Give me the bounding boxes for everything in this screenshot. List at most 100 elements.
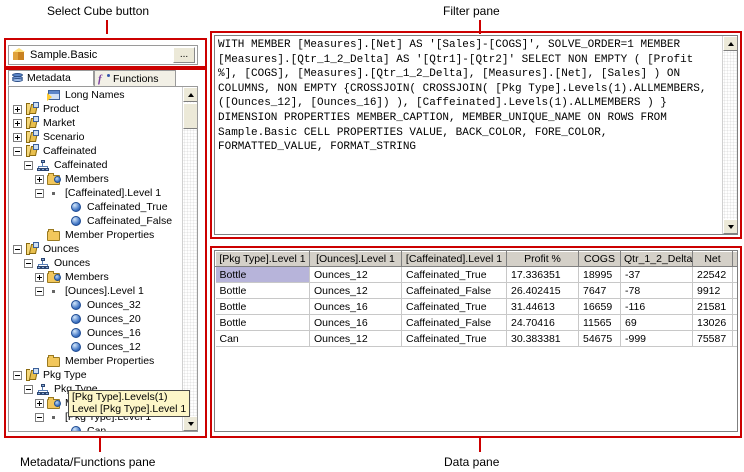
tree-node[interactable]: Scenario bbox=[9, 129, 181, 144]
table-cell[interactable]: Bottle bbox=[215, 314, 310, 331]
table-cell[interactable]: Can bbox=[215, 330, 310, 347]
table-cell[interactable]: 31.44613 bbox=[506, 298, 579, 315]
scroll-up-button[interactable] bbox=[183, 87, 197, 102]
table-cell[interactable]: Ounces_16 bbox=[309, 298, 402, 315]
tree-node[interactable]: Caffeinated bbox=[9, 158, 181, 172]
tree-node[interactable]: Pkg Type bbox=[9, 367, 181, 382]
table-cell[interactable]: Caffeinated_True bbox=[401, 330, 507, 347]
table-cell[interactable]: 30.383381 bbox=[506, 330, 579, 347]
tree-node[interactable]: Caffeinated bbox=[9, 143, 181, 158]
column-header[interactable]: Profit % bbox=[506, 251, 579, 267]
table-cell[interactable]: 54675 bbox=[578, 330, 621, 347]
table-cell[interactable]: 26.402415 bbox=[506, 282, 579, 299]
table-cell[interactable]: -37 bbox=[620, 266, 693, 283]
scroll-down-button[interactable] bbox=[183, 416, 197, 431]
tree-collapse-toggle[interactable] bbox=[24, 258, 33, 268]
tree-node[interactable]: Member Properties bbox=[9, 354, 181, 368]
table-cell[interactable]: -78 bbox=[620, 282, 693, 299]
select-cube-bar[interactable]: Sample.Basic ... bbox=[8, 45, 198, 65]
table-cell[interactable]: Caffeinated_True bbox=[401, 298, 507, 315]
tree-node[interactable]: Members bbox=[9, 270, 181, 284]
table-row[interactable]: Bottle Ounces_12 Caffeinated_True 17.336351… bbox=[215, 266, 737, 283]
tree-node[interactable]: Member Properties bbox=[9, 228, 181, 242]
tree-node[interactable]: Members bbox=[9, 172, 181, 186]
column-header[interactable]: Sales bbox=[732, 251, 737, 267]
table-cell[interactable]: Ounces_12 bbox=[309, 266, 402, 283]
tree-collapse-toggle[interactable] bbox=[24, 384, 33, 394]
table-row[interactable]: Bottle Ounces_12 Caffeinated_False 26.40241… bbox=[215, 282, 737, 299]
tree-node[interactable]: Caffeinated_True bbox=[9, 200, 181, 214]
table-row[interactable]: Bottle Ounces_16 Caffeinated_True 31.44613 1… bbox=[215, 298, 737, 315]
column-header[interactable]: [Pkg Type].Level 1 bbox=[215, 251, 310, 267]
table-cell[interactable]: 24.70416 bbox=[506, 314, 579, 331]
tree-node[interactable]: Ounces_16 bbox=[9, 326, 181, 340]
tree-node[interactable]: Long Names bbox=[9, 88, 181, 102]
tree-node[interactable]: Caffeinated_False bbox=[9, 214, 181, 228]
table-cell[interactable]: -116 bbox=[620, 298, 693, 315]
column-header[interactable]: [Ounces].Level 1 bbox=[309, 251, 402, 267]
table-cell[interactable]: Bottle bbox=[215, 282, 310, 299]
tree-expand-toggle[interactable] bbox=[35, 398, 44, 408]
table-row[interactable]: Can Ounces_12 Caffeinated_True 30.383381 546… bbox=[215, 330, 737, 347]
filter-pane[interactable]: WITH MEMBER [Measures].[Net] AS '[Sales]… bbox=[214, 35, 738, 235]
table-cell[interactable]: 69 bbox=[620, 314, 693, 331]
tree-expand-toggle[interactable] bbox=[13, 132, 22, 142]
tree-node[interactable]: Ounces bbox=[9, 241, 181, 256]
mdx-query-text[interactable]: WITH MEMBER [Measures].[Net] AS '[Sales]… bbox=[218, 39, 714, 154]
table-cell[interactable]: Ounces_12 bbox=[309, 330, 402, 347]
tree-expand-toggle[interactable] bbox=[13, 118, 22, 128]
table-row[interactable]: Bottle Ounces_16 Caffeinated_False 24.70416… bbox=[215, 314, 737, 331]
select-cube-browse-button[interactable]: ... bbox=[173, 47, 195, 63]
tree-node[interactable]: Ounces_12 bbox=[9, 340, 181, 354]
table-cell[interactable]: 7647 bbox=[578, 282, 621, 299]
tree-expand-toggle[interactable] bbox=[13, 104, 22, 114]
table-cell[interactable]: Ounces_16 bbox=[309, 314, 402, 331]
tree-collapse-toggle[interactable] bbox=[35, 412, 44, 422]
tree-node[interactable]: Product bbox=[9, 101, 181, 116]
table-cell[interactable]: 17.336351 bbox=[506, 266, 579, 283]
tree-collapse-toggle[interactable] bbox=[13, 244, 22, 254]
column-header[interactable]: [Caffeinated].Level 1 bbox=[401, 251, 507, 267]
filter-scroll-down-button[interactable] bbox=[723, 219, 737, 234]
table-cell[interactable]: 24591 bbox=[732, 314, 737, 331]
table-cell[interactable]: Bottle bbox=[215, 298, 310, 315]
tree-expand-toggle[interactable] bbox=[35, 174, 44, 184]
filter-scroll-up-button[interactable] bbox=[723, 36, 737, 51]
tree-node[interactable]: Ounces_20 bbox=[9, 312, 181, 326]
table-cell[interactable]: Ounces_12 bbox=[309, 282, 402, 299]
tree-expand-toggle[interactable] bbox=[35, 272, 44, 282]
table-cell[interactable]: 130262 bbox=[732, 330, 737, 347]
tree-node[interactable]: Ounces bbox=[9, 256, 181, 270]
table-cell[interactable]: 17559 bbox=[732, 282, 737, 299]
filter-pane-scrollbar[interactable] bbox=[722, 36, 737, 234]
metadata-tree-pane[interactable]: Long Names Product Market Scenario Caffeinat… bbox=[8, 86, 198, 432]
table-cell[interactable]: 22542 bbox=[692, 266, 733, 283]
table-cell[interactable]: Caffeinated_False bbox=[401, 314, 507, 331]
table-cell[interactable]: -999 bbox=[620, 330, 693, 347]
column-header[interactable]: Net bbox=[692, 251, 733, 267]
table-cell[interactable]: 18995 bbox=[578, 266, 621, 283]
column-header[interactable]: COGS bbox=[578, 251, 621, 267]
data-pane[interactable]: [Pkg Type].Level 1 [Ounces].Level 1 [Caffe… bbox=[214, 250, 738, 432]
tree-node[interactable]: [Caffeinated].Level 1 bbox=[9, 186, 181, 200]
table-cell[interactable]: 9912 bbox=[692, 282, 733, 299]
table-cell[interactable]: 16659 bbox=[578, 298, 621, 315]
table-cell[interactable]: 13026 bbox=[692, 314, 733, 331]
table-cell[interactable]: 38240 bbox=[732, 298, 737, 315]
metadata-tree-scrollbar[interactable] bbox=[182, 87, 197, 431]
table-cell[interactable]: Caffeinated_True bbox=[401, 266, 507, 283]
metadata-tree-list[interactable]: Long Names Product Market Scenario Caffeinat… bbox=[9, 87, 181, 431]
tree-collapse-toggle[interactable] bbox=[35, 286, 44, 296]
table-cell[interactable]: Caffeinated_False bbox=[401, 282, 507, 299]
tree-node[interactable]: [Ounces].Level 1 bbox=[9, 284, 181, 298]
table-cell[interactable]: 75587 bbox=[692, 330, 733, 347]
tree-collapse-toggle[interactable] bbox=[24, 160, 33, 170]
scrollbar-thumb[interactable] bbox=[183, 103, 197, 129]
tree-collapse-toggle[interactable] bbox=[13, 146, 22, 156]
table-cell[interactable]: Bottle bbox=[215, 266, 310, 283]
tree-collapse-toggle[interactable] bbox=[13, 370, 22, 380]
column-header[interactable]: Qtr_1_2_Delta bbox=[620, 251, 693, 267]
tab-functions[interactable]: f Functions bbox=[94, 70, 176, 86]
tree-node[interactable]: Can bbox=[9, 424, 181, 431]
tree-node[interactable]: Market bbox=[9, 115, 181, 130]
